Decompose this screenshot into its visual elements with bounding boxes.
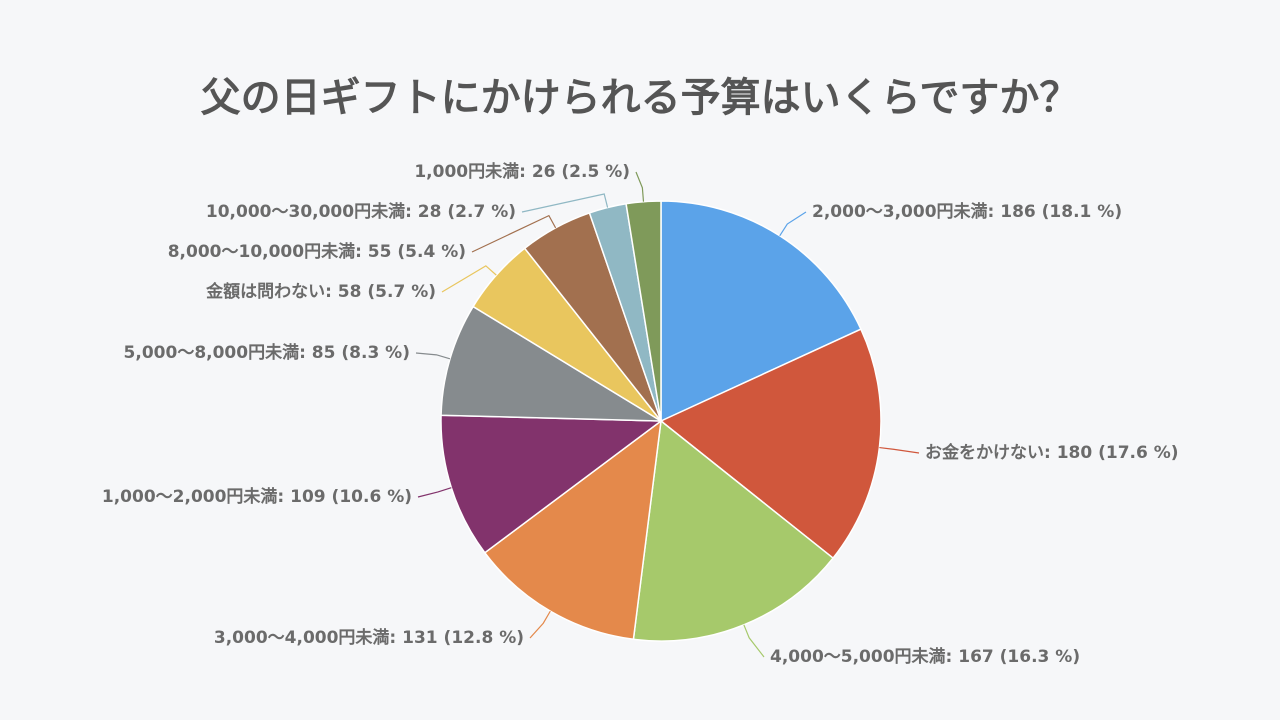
- leader-line: [471, 214, 557, 253]
- data-label: 5,000〜8,000円未満: 85 (8.3 %): [124, 342, 410, 363]
- data-label: 金額は問わない: 58 (5.7 %): [205, 281, 436, 302]
- leader-line: [743, 624, 765, 658]
- leader-line: [879, 446, 920, 454]
- data-label: 10,000〜30,000円未満: 28 (2.7 %): [206, 201, 516, 222]
- data-label: 4,000〜5,000円未満: 167 (16.3 %): [770, 646, 1080, 667]
- leader-line: [529, 610, 551, 639]
- pie-slice: [483, 419, 662, 641]
- data-label: 1,000円未満: 26 (2.5 %): [414, 161, 630, 182]
- leader-line: [415, 352, 451, 360]
- data-label: お金をかけない: 180 (17.6 %): [925, 442, 1179, 463]
- pie-slice: [632, 419, 835, 642]
- pie-slice: [440, 305, 664, 422]
- leader-line: [779, 211, 807, 237]
- leader-line: [417, 487, 452, 498]
- pie-slice: [660, 200, 862, 423]
- leader-line: [521, 193, 609, 213]
- pie-slice: [440, 414, 664, 554]
- data-label: 2,000〜3,000円未満: 186 (18.1 %): [812, 201, 1122, 222]
- data-label: 1,000〜2,000円未満: 109 (10.6 %): [102, 486, 412, 507]
- data-label: 3,000〜4,000円未満: 131 (12.8 %): [214, 627, 524, 648]
- data-label: 8,000〜10,000円未満: 55 (5.4 %): [168, 241, 466, 262]
- chart-title: 父の日ギフトにかけられる予算はいくらですか？: [201, 75, 1080, 121]
- leader-line: [635, 171, 645, 202]
- leader-line: [441, 265, 497, 293]
- pie-slice: [659, 328, 882, 560]
